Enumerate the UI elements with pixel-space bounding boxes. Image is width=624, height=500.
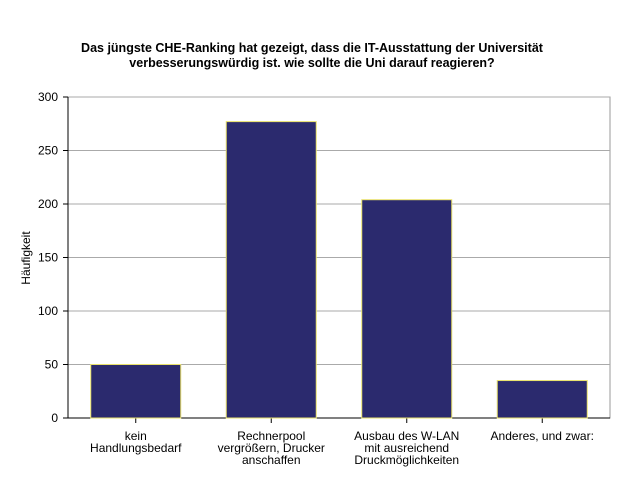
y-tick-label: 200 xyxy=(38,197,58,211)
chart-title: verbesserungswürdig ist. wie sollte die … xyxy=(129,56,494,70)
bar xyxy=(90,364,182,419)
bar xyxy=(496,380,588,419)
x-tick-label: vergrößern, Drucker xyxy=(218,441,325,455)
bar xyxy=(225,121,317,419)
y-tick-label: 150 xyxy=(38,251,58,265)
bar xyxy=(361,199,453,419)
y-tick-label: 50 xyxy=(45,358,59,372)
x-tick-label: Handlungsbedarf xyxy=(90,441,182,455)
y-axis-label: Häufigkeit xyxy=(19,231,33,285)
x-tick-label: Druckmöglichkeiten xyxy=(354,453,459,467)
x-tick-label: anschaffen xyxy=(242,453,301,467)
x-tick-label: mit ausreichend xyxy=(364,441,449,455)
x-tick-label: Anderes, und zwar: xyxy=(491,429,594,443)
y-tick-label: 250 xyxy=(38,144,58,158)
x-tick-label: Ausbau des W-LAN xyxy=(354,429,459,443)
chart-title: Das jüngste CHE-Ranking hat gezeigt, das… xyxy=(81,41,544,55)
x-tick-label: kein xyxy=(125,429,147,443)
x-tick-label: Rechnerpool xyxy=(237,429,305,443)
y-tick-label: 0 xyxy=(51,411,58,425)
y-tick-label: 100 xyxy=(38,304,58,318)
y-tick-label: 300 xyxy=(38,90,58,104)
